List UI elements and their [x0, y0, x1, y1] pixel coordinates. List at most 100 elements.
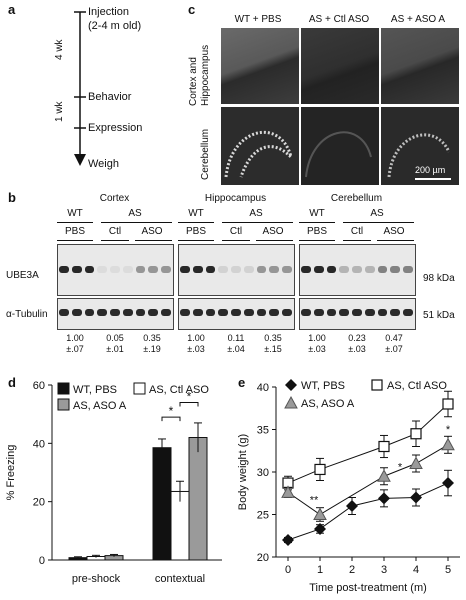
genotype-as: AS: [128, 208, 142, 219]
protein-tubulin: α-Tubulin: [6, 309, 48, 320]
protein-ube3a: UBE3A: [6, 270, 39, 281]
sig-star: *: [169, 404, 174, 418]
ube3a-band: [282, 266, 292, 273]
sig-star: **: [310, 494, 319, 506]
freezing-chart: 0 20 40 60 % Freezing pre-shock contextual * * WT…: [5, 380, 222, 585]
treatment-ctl-line: [101, 240, 129, 241]
timeline-step-behavior: Behavior: [88, 91, 132, 103]
timeline-arrow: [74, 11, 86, 166]
tubulin-band: [282, 309, 292, 316]
quant-sem: ±.01: [106, 344, 124, 354]
ube3a-band: [161, 266, 171, 273]
quant-mean: 0.05: [106, 333, 124, 343]
micrograph-asaso-cb: [381, 107, 459, 185]
treatment-aso-line: [256, 240, 293, 241]
y-axis-label: % Freezing: [5, 445, 17, 501]
ube3a-band: [135, 266, 146, 273]
genotype-as-line: [222, 222, 293, 223]
size-98kda: 98 kDa: [423, 273, 455, 284]
data-point-triangle: [377, 469, 391, 482]
quant-mean: 0.47: [385, 333, 403, 343]
quant-mean: 0.11: [227, 333, 245, 343]
ube3a-band: [59, 266, 69, 273]
treatment-aso-line: [377, 240, 414, 241]
treatment-pbs-line: [57, 240, 93, 241]
bar-asasoa: [188, 437, 208, 561]
quant-sem: ±.15: [264, 344, 282, 354]
legend-label: AS, ASO A: [73, 400, 127, 412]
genotype-wt: WT: [188, 208, 204, 219]
y-tick-label: 60: [33, 380, 45, 392]
legend-swatch: [57, 382, 70, 395]
legend-swatch: [57, 398, 70, 411]
ube3a-band: [339, 266, 350, 273]
y-tick-label: 30: [257, 467, 269, 479]
y-axis-label: Body weight (g): [237, 434, 249, 510]
data-point-square: [442, 398, 454, 410]
y-tick-label: 35: [257, 425, 269, 437]
genotype-as-line: [343, 222, 414, 223]
micrograph-asctl-ctx: [301, 28, 379, 104]
ube3a-band: [326, 266, 337, 273]
quant-mean: 0.23: [348, 333, 366, 343]
tubulin-band: [122, 309, 133, 316]
ube3a-band: [97, 266, 108, 273]
treatment-pbs: PBS: [306, 226, 328, 237]
x-axis-label: Time post-treatment (m): [309, 582, 427, 594]
x-tick-label: 4: [413, 564, 419, 576]
ube3a-band: [256, 266, 267, 273]
sig-bracket: [179, 402, 199, 407]
timeline-step-weigh: Weigh: [88, 158, 119, 170]
tubulin-band: [71, 309, 82, 316]
sig-bracket: [161, 416, 181, 422]
ube3a-band: [122, 266, 133, 273]
tubulin-band: [218, 309, 229, 316]
legend-label: AS, Ctl ASO: [149, 384, 209, 396]
quant-sem: ±.07: [385, 344, 403, 354]
ube3a-band: [231, 266, 241, 273]
y-tick-label: 20: [257, 552, 269, 564]
quant-sem: ±.03: [348, 344, 366, 354]
timeline-step-age: (2-4 m old): [88, 20, 142, 32]
genotype-as-line: [101, 222, 172, 223]
tubulin-band: [205, 309, 216, 316]
legend-marker: [371, 379, 383, 391]
genotype-wt-line: [57, 222, 93, 223]
tubulin-band: [161, 309, 171, 316]
legend-swatch: [133, 382, 146, 395]
data-point-triangle: [313, 507, 327, 520]
data-point-diamond: [378, 492, 390, 505]
ube3a-band: [243, 266, 254, 273]
body-weight-chart: 20 25 30 35 40 0 1 2 3 4 5 Time post-treatment (m) B…: [237, 379, 460, 594]
treatment-ctl: Ctl: [229, 226, 243, 237]
sig-star: *: [446, 424, 451, 436]
genotype-as: AS: [249, 208, 263, 219]
tubulin-band: [256, 309, 267, 316]
x-tick-label: 2: [349, 564, 355, 576]
ube3a-band: [110, 266, 120, 273]
quant-mean: 1.00: [308, 333, 326, 343]
panel-c-letter: c: [188, 2, 196, 17]
genotype-wt-line: [178, 222, 214, 223]
data-point-diamond: [410, 491, 422, 504]
ube3a-band: [403, 266, 413, 273]
region-label-cerebellum: Cerebellum: [330, 193, 383, 204]
quant-mean: 0.35: [143, 333, 161, 343]
x-tick-label: 3: [381, 564, 387, 576]
region-label-hippocampus: Hippocampus: [204, 193, 267, 204]
col-wt-pbs: WT + PBS: [234, 14, 282, 25]
treatment-pbs-line: [299, 240, 335, 241]
tubulin-band: [110, 309, 120, 316]
series-line: [287, 482, 449, 541]
ube3a-band: [192, 266, 203, 273]
quant-sem: ±.07: [66, 344, 84, 354]
treatment-aso: ASO: [141, 226, 163, 237]
y-tick-label: 40: [257, 382, 269, 394]
tubulin-band: [59, 309, 69, 316]
tubulin-band: [243, 309, 254, 316]
data-point-triangle: [409, 456, 423, 469]
data-point-diamond: [282, 534, 294, 546]
ube3a-band: [84, 266, 95, 273]
ube3a-band: [71, 266, 82, 273]
x-tick-label: 0: [285, 564, 291, 576]
